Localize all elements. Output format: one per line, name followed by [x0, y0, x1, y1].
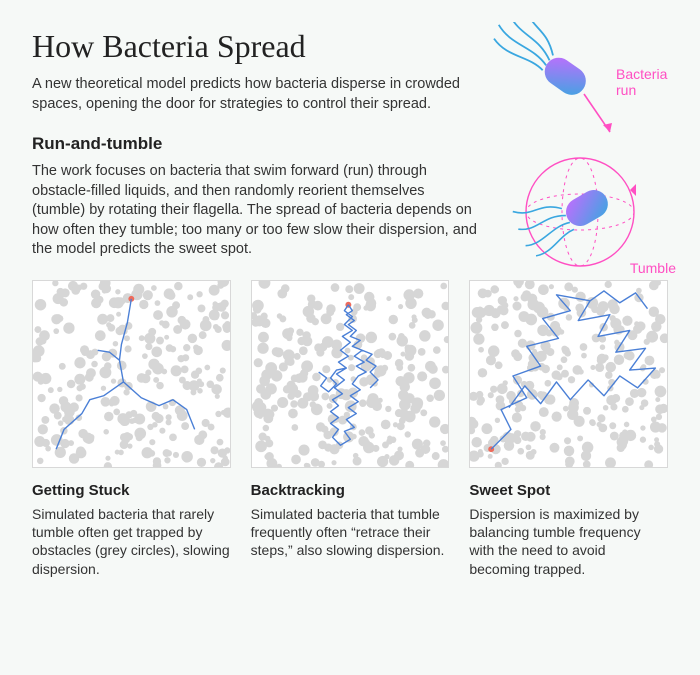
panel-svg-2: [469, 280, 668, 468]
bacteria-illus-svg: [492, 22, 672, 292]
panel-desc-0: Simulated bacteria that rarely tumble of…: [32, 505, 231, 578]
panel-title-0: Getting Stuck: [32, 482, 231, 499]
panels-row: Getting Stuck Simulated bacteria that ra…: [32, 280, 668, 578]
panel-backtracking: Backtracking Simulated bacteria that tum…: [251, 280, 450, 578]
panel-svg-1: [251, 280, 450, 468]
panel-svg-0: [32, 280, 231, 468]
run-tumble-illustration: Bacteria run Tumble: [492, 22, 672, 292]
panel-sweet-spot: Sweet Spot Dispersion is maximized by ba…: [469, 280, 668, 578]
run-label: Bacteria run: [616, 66, 676, 98]
panel-getting-stuck: Getting Stuck Simulated bacteria that ra…: [32, 280, 231, 578]
panel-title-1: Backtracking: [251, 482, 450, 499]
section-body: The work focuses on bacteria that swim f…: [32, 162, 480, 260]
panel-desc-1: Simulated bacteria that tumble frequentl…: [251, 505, 450, 560]
panel-title-2: Sweet Spot: [469, 482, 668, 499]
intro-text: A new theoretical model predicts how bac…: [32, 75, 472, 114]
tumble-label: Tumble: [630, 260, 676, 276]
panel-desc-2: Dispersion is maximized by balancing tum…: [469, 505, 668, 578]
